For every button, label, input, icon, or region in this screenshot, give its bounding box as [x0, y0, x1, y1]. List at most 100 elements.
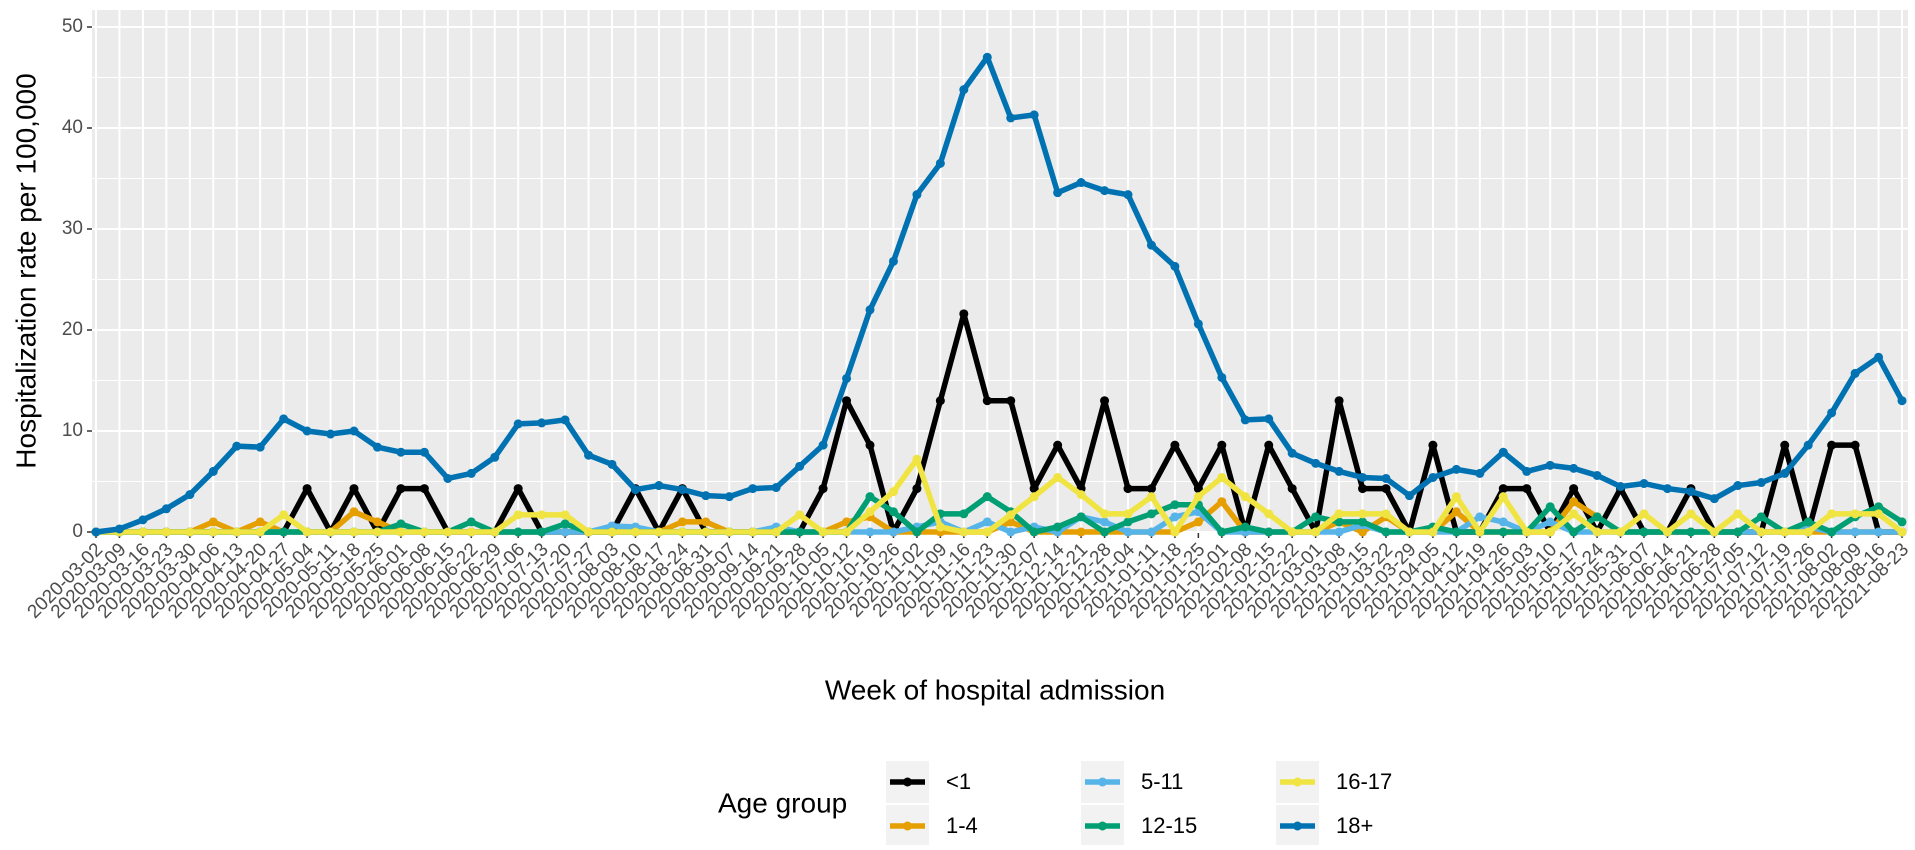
data-point — [372, 527, 382, 537]
data-point — [1334, 466, 1344, 476]
legend-item: 18+ — [1276, 805, 1373, 847]
data-point — [1334, 527, 1344, 537]
data-point — [1616, 482, 1626, 492]
data-point — [959, 309, 969, 319]
data-point — [1850, 440, 1860, 450]
data-point — [302, 527, 312, 537]
data-point — [1451, 492, 1461, 502]
data-point — [607, 527, 617, 537]
y-tick-label: 30 — [62, 218, 83, 239]
data-point — [677, 517, 687, 527]
data-point — [1240, 415, 1250, 425]
data-point — [1311, 458, 1321, 468]
data-point — [326, 527, 336, 537]
data-point — [1545, 517, 1555, 527]
data-point — [1123, 509, 1133, 519]
data-point — [865, 507, 875, 517]
data-point — [959, 527, 969, 537]
data-point — [1404, 527, 1414, 537]
y-tick-label: 10 — [62, 420, 83, 441]
data-point — [1522, 484, 1532, 494]
data-point — [302, 484, 312, 494]
data-point — [1686, 509, 1696, 519]
data-point — [1827, 440, 1837, 450]
data-point — [1897, 527, 1907, 537]
data-point — [279, 527, 289, 537]
data-point — [1146, 484, 1156, 494]
data-point — [208, 527, 218, 537]
data-point — [1569, 509, 1579, 519]
legend-item: 1-4 — [886, 805, 978, 847]
data-point — [630, 485, 640, 495]
data-point — [513, 510, 523, 520]
data-point — [1522, 527, 1532, 537]
data-point — [560, 527, 570, 537]
data-point — [208, 517, 218, 527]
legend-label: 18+ — [1336, 813, 1373, 838]
data-point — [1076, 512, 1086, 522]
data-point — [1827, 527, 1837, 537]
data-point — [1264, 527, 1274, 537]
data-point — [1006, 527, 1016, 537]
data-point — [1170, 500, 1180, 510]
data-point — [584, 450, 594, 460]
data-point — [1874, 502, 1884, 512]
data-point — [748, 527, 758, 537]
data-point — [255, 527, 265, 537]
data-point — [1358, 527, 1368, 537]
y-tick-label: 0 — [72, 521, 83, 542]
data-point — [1006, 113, 1016, 123]
data-point — [1358, 509, 1368, 519]
data-point — [982, 52, 992, 62]
data-point — [1311, 527, 1321, 537]
data-point — [490, 527, 500, 537]
data-point — [842, 373, 852, 383]
data-point — [1874, 509, 1884, 519]
data-point — [1217, 472, 1227, 482]
data-point — [1780, 527, 1790, 537]
data-point — [1498, 447, 1508, 457]
data-point — [1381, 473, 1391, 483]
data-point — [1709, 494, 1719, 504]
data-point — [1498, 527, 1508, 537]
data-point — [232, 441, 242, 451]
data-point — [1170, 527, 1180, 537]
data-point — [255, 517, 265, 527]
data-point — [1029, 484, 1039, 494]
data-point — [1498, 484, 1508, 494]
data-point — [959, 85, 969, 95]
data-point — [1428, 527, 1438, 537]
data-point — [1381, 484, 1391, 494]
data-point — [1123, 484, 1133, 494]
data-point — [1545, 460, 1555, 470]
legend-title: Age group — [718, 787, 847, 818]
legend-label: 1-4 — [946, 813, 978, 838]
data-point — [466, 517, 476, 527]
data-point — [138, 515, 148, 525]
data-point — [654, 481, 664, 491]
data-point — [1709, 527, 1719, 537]
data-point — [1146, 527, 1156, 537]
data-point — [1733, 527, 1743, 537]
data-point — [326, 429, 336, 439]
data-point — [372, 442, 382, 452]
data-point — [1381, 527, 1391, 537]
data-point — [1358, 472, 1368, 482]
legend-label: 16-17 — [1336, 769, 1392, 794]
data-point — [1498, 517, 1508, 527]
data-point — [1428, 472, 1438, 482]
data-point — [1170, 512, 1180, 522]
data-point — [1850, 509, 1860, 519]
data-point — [1193, 517, 1203, 527]
legend-label: 12-15 — [1141, 813, 1197, 838]
data-point — [912, 527, 922, 537]
data-point — [1076, 490, 1086, 500]
legend-key-point — [1293, 821, 1302, 831]
data-point — [537, 418, 547, 428]
data-point — [560, 415, 570, 425]
data-point — [349, 426, 359, 436]
data-point — [1100, 396, 1110, 406]
data-point — [654, 527, 664, 537]
data-point — [748, 484, 758, 494]
data-point — [959, 509, 969, 519]
